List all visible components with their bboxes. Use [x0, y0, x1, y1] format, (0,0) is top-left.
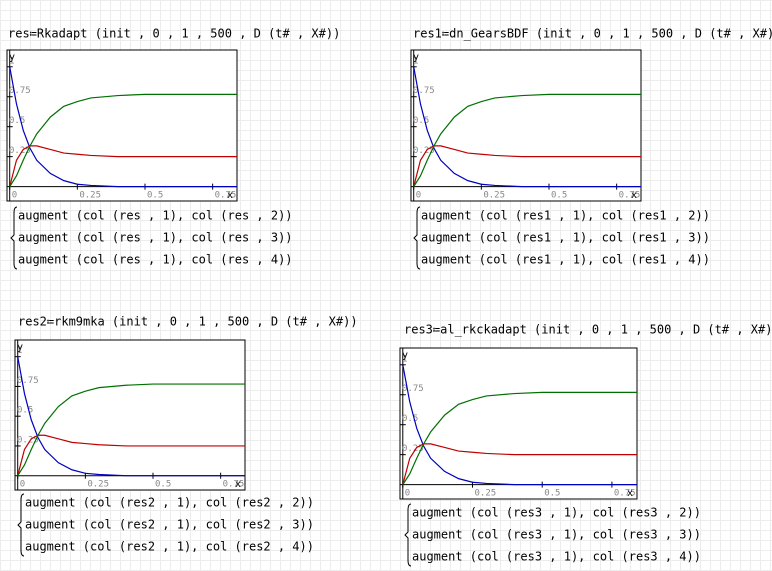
x-tick-label: 0.25 — [79, 191, 101, 201]
x-tick-label: 0.75 — [619, 191, 641, 201]
x-tick-label: 0.25 — [474, 489, 496, 499]
plot-expression: augment (col (res3 , 1), col (res3 , 2)) — [412, 506, 701, 520]
x-axis-label: x — [227, 190, 233, 201]
y-tick-label: 1 — [9, 56, 14, 66]
series-line — [17, 356, 245, 477]
y-tick-label: 1 — [17, 346, 22, 356]
y-tick-label: 0.75 — [413, 86, 435, 96]
plot-region: res≔Rkadapt (init , 0 , 1 , 500 , D (t# … — [6, 27, 340, 270]
x-axis-label: x — [235, 479, 241, 490]
plot-expression: augment (col (res3 , 1), col (res3 , 3)) — [412, 528, 701, 542]
plot-expression: augment (col (res3 , 1), col (res3 , 4)) — [412, 550, 701, 564]
plot-expression: augment (col (res , 1), col (res , 4)) — [18, 253, 293, 267]
series-line — [17, 434, 245, 476]
y-tick-label: 0.25 — [9, 146, 31, 156]
y-tick-label: 1 — [402, 354, 407, 364]
x-tick-label: 0.5 — [551, 191, 567, 201]
y-tick-label: 0.25 — [17, 435, 39, 445]
x-tick-label: 0.75 — [614, 489, 636, 499]
plot-expression: augment (col (res2 , 1), col (res2 , 4)) — [25, 540, 314, 554]
series-line — [9, 145, 237, 187]
plot-region: res3≔al_rkckadapt (init , 0 , 1 , 500 , … — [399, 323, 772, 567]
x-tick-label: 0 — [20, 480, 25, 490]
plot-expression: augment (col (res , 1), col (res , 3)) — [18, 231, 293, 245]
plot-expression: augment (col (res , 1), col (res , 2)) — [18, 209, 293, 223]
x-tick-label: 0.75 — [223, 480, 245, 490]
x-tick-label: 0.5 — [155, 480, 171, 490]
plot-expression: augment (col (res1 , 1), col (res1 , 2)) — [421, 209, 710, 223]
x-axis-label: x — [631, 190, 637, 201]
series-line — [17, 383, 245, 477]
y-axis-label: y — [17, 342, 23, 353]
plot-expression: augment (col (res1 , 1), col (res1 , 4)) — [421, 253, 710, 267]
formula: res≔Rkadapt (init , 0 , 1 , 500 , D (t# … — [8, 27, 340, 41]
formula: res3≔al_rkckadapt (init , 0 , 1 , 500 , … — [404, 323, 772, 337]
x-tick-label: 0.25 — [87, 480, 109, 490]
formula: res2≔rkm9mka (init , 0 , 1 , 500 , D (t#… — [18, 315, 358, 329]
plot-expression: augment (col (res2 , 1), col (res2 , 3)) — [25, 518, 314, 532]
y-tick-label: 0.75 — [9, 86, 31, 96]
y-axis-label: y — [413, 52, 419, 63]
x-tick-label: 0.25 — [483, 191, 505, 201]
y-tick-label: 0.5 — [402, 414, 418, 424]
x-tick-label: 0.75 — [215, 191, 237, 201]
y-tick-label: 0.5 — [413, 116, 429, 126]
formula: res1≔dn_GearsBDF (init , 0 , 1 , 500 , D… — [413, 27, 772, 41]
plot-frame — [14, 339, 246, 491]
x-tick-label: 0 — [405, 489, 410, 499]
series-line — [402, 391, 637, 485]
brace — [404, 503, 412, 567]
y-tick-label: 0.75 — [17, 376, 39, 386]
series-line — [402, 364, 637, 486]
brace — [10, 206, 18, 270]
x-tick-label: 0.5 — [544, 489, 560, 499]
plot-frame — [410, 49, 642, 202]
plot-expression: augment (col (res1 , 1), col (res1 , 3)) — [421, 231, 710, 245]
series-line — [9, 93, 237, 187]
plot-expression: augment (col (res2 , 1), col (res2 , 2)) — [25, 496, 314, 510]
y-axis-label: y — [9, 52, 15, 63]
plot-region: res2≔rkm9mka (init , 0 , 1 , 500 , D (t#… — [14, 315, 358, 557]
y-tick-label: 0.25 — [413, 146, 435, 156]
plot-region: res1≔dn_GearsBDF (init , 0 , 1 , 500 , D… — [410, 27, 772, 270]
brace — [413, 206, 421, 270]
x-axis-label: x — [627, 488, 633, 499]
series-line — [9, 66, 237, 188]
series-line — [413, 66, 641, 188]
y-tick-label: 0.75 — [402, 384, 424, 394]
y-tick-label: 0.5 — [17, 406, 33, 416]
brace — [17, 493, 25, 557]
series-line — [413, 145, 641, 187]
y-axis-label: y — [402, 350, 408, 361]
y-tick-label: 1 — [413, 56, 418, 66]
y-tick-label: 0.25 — [402, 444, 424, 454]
series-line — [413, 93, 641, 187]
x-tick-label: 0 — [12, 191, 17, 201]
y-tick-label: 0.5 — [9, 116, 25, 126]
plot-frame — [399, 347, 638, 500]
x-tick-label: 0.5 — [147, 191, 163, 201]
x-tick-label: 0 — [416, 191, 421, 201]
series-line — [402, 443, 637, 485]
plot-frame — [6, 49, 238, 202]
